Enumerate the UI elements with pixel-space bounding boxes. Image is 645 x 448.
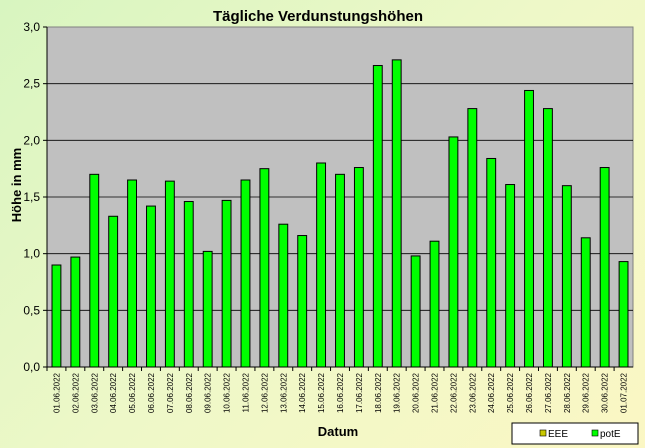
bar-07.06.2022	[164, 180, 175, 368]
x-tick-label: 29.06.2022	[582, 372, 591, 413]
x-tick-label: 17.06.2022	[355, 372, 364, 413]
x-tick-label: 05.06.2022	[128, 372, 137, 413]
x-axis-label: Datum	[318, 424, 358, 439]
bar-30.06.2022	[599, 167, 610, 368]
x-tick-label: 01.06.2022	[52, 372, 61, 413]
bar-13.06.2022	[278, 223, 289, 368]
y-tick-label: 2,5	[23, 77, 40, 91]
bar-22.06.2022	[448, 136, 459, 368]
bar-06.06.2022	[146, 205, 156, 368]
legend-box	[511, 422, 639, 445]
bar-10.06.2022	[221, 199, 232, 368]
y-axis-ticks: 0,0 0,5 1,0 1,5 2,0 2,5 3,0	[23, 20, 47, 374]
x-tick-label: 28.06.2022	[563, 372, 572, 413]
x-tick-label: 27.06.2022	[544, 372, 553, 413]
bar-05.06.2022	[127, 179, 138, 368]
bar-26.06.2022	[524, 89, 534, 368]
bar-09.06.2022	[202, 250, 213, 368]
x-tick-label: 02.06.2022	[71, 372, 80, 413]
x-tick-label: 21.06.2022	[431, 372, 440, 413]
x-tick-label: 03.06.2022	[90, 372, 99, 413]
x-tick-label: 13.06.2022	[279, 372, 288, 413]
x-tick-label: 01.07.2022	[620, 372, 629, 413]
y-tick-label: 0,5	[23, 303, 40, 317]
x-tick-label: 15.06.2022	[317, 372, 326, 413]
bar-11.06.2022	[240, 179, 251, 368]
x-tick-label: 20.06.2022	[412, 372, 421, 413]
bar-03.06.2022	[89, 173, 100, 368]
x-tick-label: 26.06.2022	[525, 372, 534, 413]
y-tick-label: 3,0	[23, 20, 40, 34]
x-tick-label: 10.06.2022	[223, 372, 232, 413]
y-axis-label: Höhe in mm	[9, 148, 24, 222]
x-tick-label: 14.06.2022	[298, 372, 307, 413]
x-tick-label: 04.06.2022	[109, 372, 118, 413]
bar-08.06.2022	[183, 201, 194, 368]
bar-23.06.2022	[467, 108, 478, 368]
bar-28.06.2022	[561, 185, 572, 368]
x-tick-label: 19.06.2022	[393, 372, 402, 413]
x-tick-label: 30.06.2022	[601, 372, 610, 413]
bar-12.06.2022	[259, 168, 270, 368]
bar-27.06.2022	[542, 108, 553, 368]
bar-19.06.2022	[391, 59, 402, 368]
x-tick-label: 18.06.2022	[374, 372, 383, 413]
x-tick-label: 11.06.2022	[241, 372, 250, 412]
bar-20.06.2022	[410, 255, 421, 368]
chart-title: Tägliche Verdunstungshöhen	[213, 8, 423, 25]
bar-15.06.2022	[316, 162, 327, 368]
legend: EEE potE	[511, 422, 639, 445]
legend-swatch-pote	[591, 429, 599, 437]
x-tick-label: 09.06.2022	[204, 372, 213, 413]
bar-17.06.2022	[353, 167, 364, 368]
x-tick-label: 22.06.2022	[449, 372, 458, 413]
legend-swatch-eee	[539, 429, 547, 437]
bar-16.06.2022	[335, 173, 345, 368]
bar-04.06.2022	[108, 215, 119, 368]
bar-02.06.2022	[70, 256, 81, 368]
y-tick-label: 0,0	[23, 360, 40, 374]
x-tick-label: 23.06.2022	[468, 372, 477, 413]
x-tick-label: 08.06.2022	[185, 372, 194, 413]
legend-label-pote: potE	[600, 429, 621, 440]
bar-18.06.2022	[372, 65, 383, 368]
bar-21.06.2022	[429, 240, 440, 368]
bar-29.06.2022	[580, 237, 591, 368]
bar-25.06.2022	[505, 184, 516, 368]
y-tick-label: 2,0	[23, 133, 40, 147]
x-tick-label: 07.06.2022	[166, 372, 175, 413]
x-tick-label: 06.06.2022	[147, 372, 156, 413]
x-tick-label: 25.06.2022	[506, 372, 515, 413]
legend-label-eee: EEE	[548, 429, 568, 440]
bar-01.07.2022	[618, 261, 629, 368]
x-tick-label: 16.06.2022	[336, 372, 345, 413]
x-tick-label: 24.06.2022	[487, 372, 496, 413]
y-tick-label: 1,0	[23, 247, 40, 261]
bar-24.06.2022	[486, 157, 497, 368]
bar-14.06.2022	[297, 235, 308, 368]
x-axis-ticks: 01.06.2022 02.06.2022 03.06.2022 04.06.2022…	[46, 367, 629, 413]
y-tick-label: 1,5	[23, 190, 40, 204]
bar-01.06.2022	[51, 264, 62, 368]
x-tick-label: 12.06.2022	[260, 372, 269, 413]
